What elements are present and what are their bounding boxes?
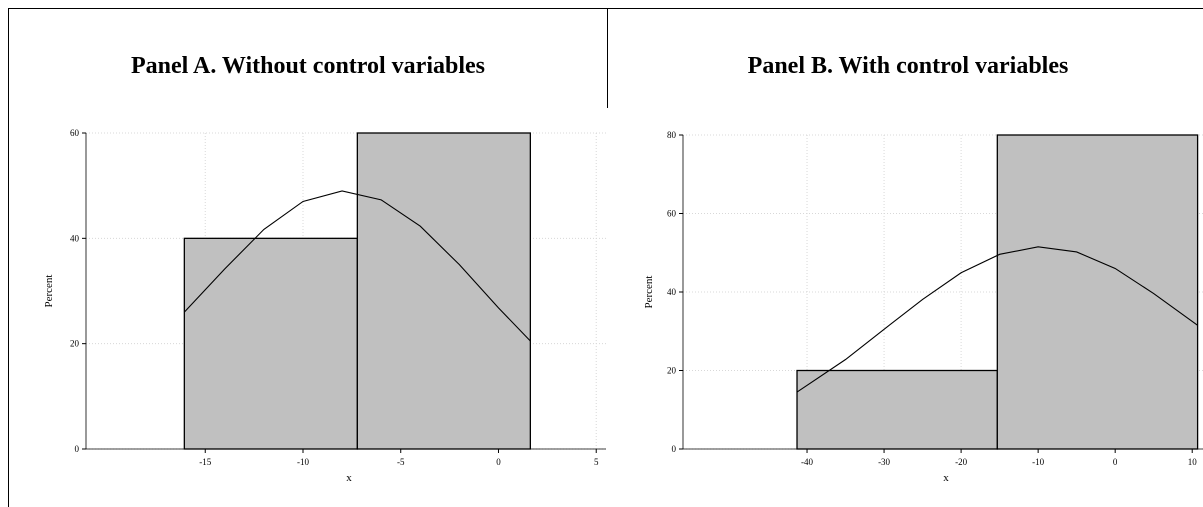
x-tick-label: 0 (496, 457, 501, 467)
y-tick-label: 0 (75, 444, 80, 454)
bar (356, 132, 531, 450)
x-tick-label: -10 (297, 457, 309, 467)
panel-title: Panel B. With control variables (748, 53, 1069, 79)
x-tick-label: -10 (1032, 457, 1044, 467)
x-tick-label: -20 (955, 457, 967, 467)
bar (796, 369, 998, 450)
y-tick-label: 60 (667, 209, 677, 219)
x-tick-label: 0 (1113, 457, 1118, 467)
y-axis-title: Percent (43, 275, 55, 308)
x-tick-label: -40 (801, 457, 813, 467)
y-tick-label: 20 (667, 366, 677, 376)
bar (183, 237, 358, 450)
y-tick-label: 0 (672, 444, 677, 454)
x-tick-label: -5 (397, 457, 405, 467)
x-tick-label: 5 (594, 457, 599, 467)
x-axis-title: x (943, 472, 949, 484)
y-tick-label: 60 (70, 128, 80, 138)
density-curve (796, 246, 1198, 393)
y-axis-title: Percent (643, 276, 655, 309)
y-tick-label: 80 (667, 130, 677, 140)
bar (996, 134, 1199, 450)
x-axis-title: x (346, 472, 352, 484)
panel-title: Panel A. Without control variables (131, 53, 485, 79)
density-curve (183, 190, 531, 342)
x-tick-label: -30 (878, 457, 890, 467)
y-tick-label: 40 (667, 287, 677, 297)
x-tick-label: 10 (1188, 457, 1198, 467)
y-tick-label: 40 (70, 233, 80, 243)
x-tick-label: -15 (199, 457, 211, 467)
y-tick-label: 20 (70, 339, 80, 349)
